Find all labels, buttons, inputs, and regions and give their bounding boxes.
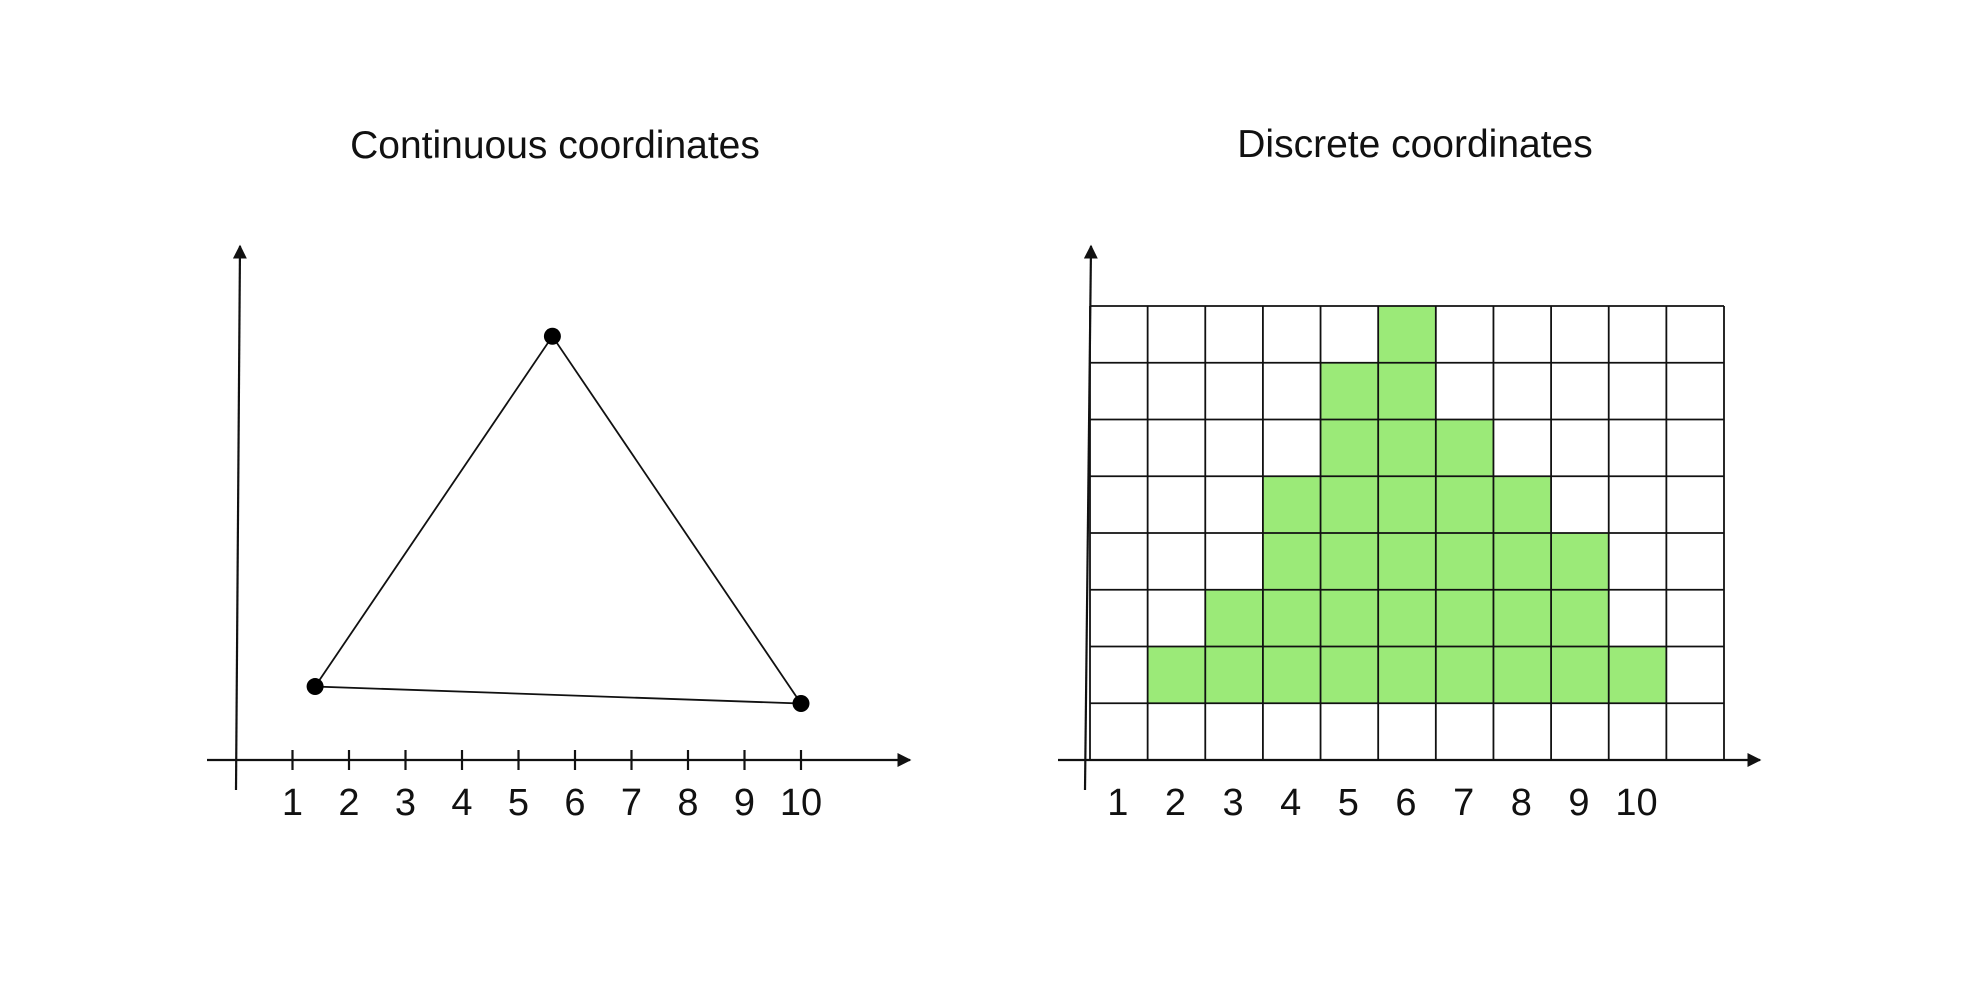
continuous-panel-title: Continuous coordinates (350, 124, 760, 167)
discrete-tick-label-1: 1 (1107, 782, 1128, 824)
discrete-tick-label-6: 6 (1395, 782, 1416, 824)
discrete-tick-label-8: 8 (1511, 782, 1532, 824)
discrete-tick-label-2: 2 (1165, 782, 1186, 824)
continuous-tick-label-2: 2 (338, 782, 359, 824)
discrete-panel: Discrete coordinates 1 2 3 4 5 6 7 8 9 1… (1058, 123, 1762, 824)
filled-pixel-col5-row2 (1320, 646, 1379, 704)
filled-pixel-col5-row3 (1320, 589, 1379, 647)
filled-pixel-col3-row3 (1205, 589, 1263, 647)
filled-pixel-col7-row6 (1435, 419, 1494, 477)
filled-pixel-col7-row3 (1435, 589, 1494, 647)
filled-pixel-col8-row3 (1493, 589, 1552, 647)
filled-pixel-col6-row8 (1378, 306, 1436, 363)
triangle-vertex-1 (306, 678, 324, 696)
filled-pixel-col4-row5 (1262, 476, 1321, 533)
continuous-panel: Continuous coordinates 1 2 3 4 5 6 7 8 9… (207, 124, 912, 824)
filled-pixel-col8-row5 (1493, 476, 1552, 533)
filled-pixel-col8-row4 (1493, 533, 1552, 590)
continuous-x-tick-labels: 1 2 3 4 5 6 7 8 9 10 (282, 782, 822, 824)
discrete-panel-title: Discrete coordinates (1237, 123, 1593, 166)
discrete-tick-label-7: 7 (1453, 782, 1474, 824)
discrete-filled-cells (1147, 306, 1667, 704)
triangle-vertex-2 (543, 327, 561, 345)
discrete-x-tick-labels: 1 2 3 4 5 6 7 8 9 10 (1107, 782, 1657, 824)
filled-pixel-col6-row4 (1378, 533, 1436, 590)
filled-pixel-col6-row3 (1378, 589, 1436, 647)
discrete-tick-label-4: 4 (1280, 782, 1301, 824)
filled-pixel-col5-row4 (1320, 533, 1379, 590)
continuous-tick-label-7: 7 (621, 782, 642, 824)
triangle-edges (313, 334, 803, 705)
filled-pixel-col2-row2 (1147, 646, 1206, 704)
discrete-tick-label-9: 9 (1568, 782, 1589, 824)
filled-pixel-col4-row4 (1262, 533, 1321, 590)
filled-pixel-col10-row2 (1608, 646, 1667, 704)
filled-pixel-col7-row4 (1435, 533, 1494, 590)
triangle-vertex-3 (792, 695, 810, 712)
continuous-tick-label-1: 1 (282, 782, 303, 824)
discrete-tick-label-5: 5 (1338, 782, 1359, 824)
filled-pixel-col9-row2 (1551, 646, 1609, 704)
discrete-tick-label-10: 10 (1615, 782, 1657, 824)
filled-pixel-col4-row2 (1262, 646, 1321, 704)
continuous-tick-label-4: 4 (451, 782, 472, 824)
continuous-tick-label-3: 3 (395, 782, 416, 824)
filled-pixel-col4-row3 (1262, 589, 1321, 647)
discrete-tick-label-3: 3 (1223, 782, 1244, 824)
continuous-tick-label-9: 9 (734, 782, 755, 824)
filled-pixel-col7-row2 (1435, 646, 1494, 704)
continuous-tick-label-5: 5 (508, 782, 529, 824)
triangle (306, 327, 810, 712)
filled-pixel-col5-row5 (1320, 476, 1379, 533)
continuous-tick-label-8: 8 (677, 782, 698, 824)
continuous-x-ticks (291, 750, 803, 770)
filled-pixel-col6-row5 (1378, 476, 1436, 533)
continuous-tick-label-10: 10 (780, 782, 822, 824)
filled-pixel-col9-row4 (1551, 533, 1609, 590)
continuous-y-axis (232, 244, 247, 791)
filled-pixel-col5-row7 (1320, 362, 1379, 420)
discrete-y-axis (1083, 244, 1098, 791)
filled-pixel-col9-row3 (1551, 589, 1609, 647)
filled-pixel-col7-row5 (1435, 476, 1494, 533)
filled-pixel-col6-row7 (1378, 362, 1436, 420)
filled-pixel-col6-row6 (1378, 419, 1436, 477)
continuous-tick-label-6: 6 (564, 782, 585, 824)
filled-pixel-col6-row2 (1378, 646, 1436, 704)
filled-pixel-col8-row2 (1493, 646, 1552, 704)
filled-pixel-col5-row6 (1320, 419, 1379, 477)
filled-pixel-col3-row2 (1205, 646, 1263, 704)
